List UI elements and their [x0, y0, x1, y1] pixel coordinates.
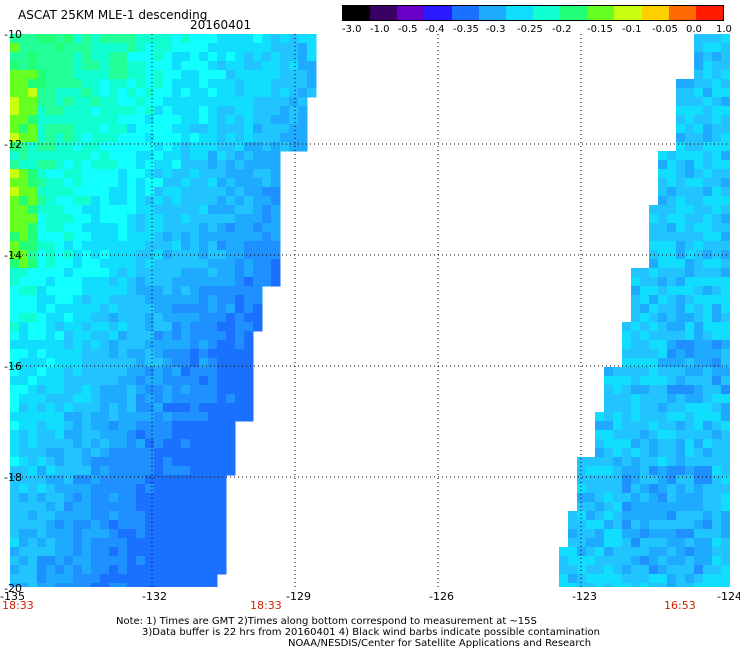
y-tick-label: -16 [4, 360, 22, 373]
colorbar-label: -0.15 [587, 24, 613, 35]
colorbar-label: 0.0 [686, 24, 702, 35]
colorbar-segment [587, 6, 615, 20]
y-tick-label: -14 [4, 249, 22, 262]
colorbar-segment [424, 6, 452, 20]
colorbar-segment [668, 6, 696, 20]
colorbar-label: -1.0 [370, 24, 390, 35]
colorbar-segment [397, 6, 425, 20]
time-label-1: 18:33 [2, 599, 34, 612]
colorbar-label: -3.0 [342, 24, 362, 35]
map-title: ASCAT 25KM MLE-1 descending [18, 8, 208, 22]
x-tick-label: -129 [286, 590, 311, 603]
time-label-2: 18:33 [250, 599, 282, 612]
colorbar-segment [532, 6, 561, 20]
y-tick-label: -10 [4, 28, 22, 41]
colorbar-segment [560, 6, 588, 20]
wind-swath-map [10, 34, 730, 587]
x-tick-label: -135 [0, 590, 25, 603]
y-tick-label: -12 [4, 138, 22, 151]
colorbar-label: 1.0 [716, 24, 732, 35]
colorbar [342, 5, 724, 21]
colorbar-segment [343, 6, 371, 20]
colorbar-label: -0.4 [425, 24, 445, 35]
colorbar-label: -0.1 [622, 24, 642, 35]
note-line-1: Note: 1) Times are GMT 2)Times along bot… [116, 616, 537, 627]
y-tick-label: -20 [4, 582, 22, 595]
colorbar-segment [370, 6, 398, 20]
colorbar-label: -0.35 [453, 24, 479, 35]
x-tick-label: -126 [429, 590, 454, 603]
colorbar-label: -0.05 [652, 24, 678, 35]
x-tick-label: -124 [717, 590, 740, 603]
map-date: 20160401 [190, 18, 252, 32]
colorbar-label: -0.3 [486, 24, 506, 35]
colorbar-segment [451, 6, 479, 20]
colorbar-segment [614, 6, 642, 20]
x-tick-label: -123 [572, 590, 597, 603]
colorbar-label: -0.2 [552, 24, 572, 35]
x-tick-label: -132 [142, 590, 167, 603]
colorbar-segment [505, 6, 533, 20]
y-tick-label: -18 [4, 471, 22, 484]
colorbar-label: -0.25 [517, 24, 543, 35]
colorbar-segment [695, 6, 723, 20]
time-label-3: 16:53 [664, 599, 696, 612]
note-line-3: NOAA/NESDIS/Center for Satellite Applica… [288, 638, 592, 649]
colorbar-segment [641, 6, 669, 20]
colorbar-label: -0.5 [398, 24, 418, 35]
note-line-2: 3)Data buffer is 22 hrs from 20160401 4)… [142, 627, 600, 638]
colorbar-segment [478, 6, 506, 20]
